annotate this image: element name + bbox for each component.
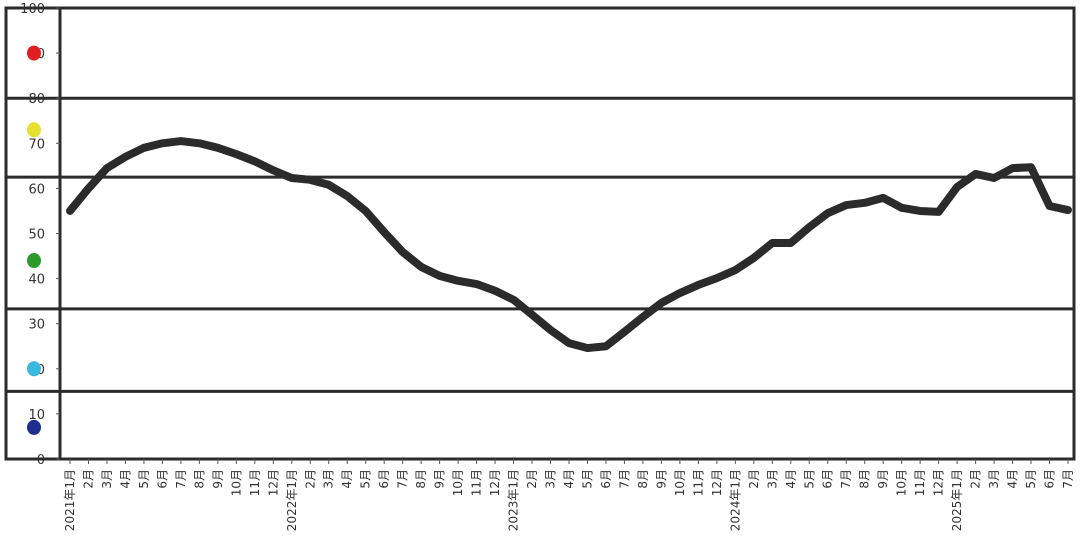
x-tick-label: 11月 (913, 469, 927, 496)
y-tick-label: 30 (28, 318, 45, 333)
x-tick-label: 5月 (137, 469, 151, 489)
x-tick-label: 3月 (765, 469, 779, 489)
x-tick-label: 12月 (710, 469, 724, 496)
y-tick-label: 40 (28, 273, 45, 288)
x-tick-label: 12月 (932, 469, 946, 496)
x-tick-label: 7月 (174, 469, 188, 489)
y-tick-label: 80 (28, 92, 45, 107)
x-tick-label: 9月 (876, 469, 890, 489)
x-tick-label: 2月 (81, 469, 95, 489)
x-tick-label: 2月 (303, 469, 317, 489)
signal-light-icon (27, 253, 41, 268)
x-tick-label: 8月 (636, 469, 650, 489)
x-tick-label: 7月 (839, 469, 853, 489)
signal-light-icon (27, 420, 41, 435)
x-tick-label: 5月 (802, 469, 816, 489)
y-axis-ticks: 0102030405060708090100 (20, 2, 60, 468)
x-tick-label: 12月 (488, 469, 502, 496)
x-tick-label: 6月 (821, 469, 835, 489)
x-tick-label: 7月 (617, 469, 631, 489)
x-tick-label: 6月 (155, 469, 169, 489)
x-tick-label: 2021年1月 (63, 469, 77, 531)
x-tick-label: 10月 (673, 469, 687, 496)
series-line (70, 141, 1068, 348)
x-tick-label: 9月 (211, 469, 225, 489)
x-tick-label: 4月 (1006, 469, 1020, 489)
x-tick-label: 8月 (414, 469, 428, 489)
x-tick-label: 7月 (1061, 469, 1075, 489)
x-tick-label: 5月 (580, 469, 594, 489)
x-tick-label: 10月 (229, 469, 243, 496)
y-tick-label: 70 (28, 137, 45, 152)
x-tick-label: 2月 (525, 469, 539, 489)
x-tick-label: 9月 (654, 469, 668, 489)
x-tick-label: 2月 (747, 469, 761, 489)
signal-light-icon (27, 122, 41, 137)
x-tick-label: 4月 (118, 469, 132, 489)
y-tick-label: 0 (37, 453, 45, 468)
y-tick-label: 100 (20, 2, 45, 17)
x-tick-label: 2月 (969, 469, 983, 489)
x-tick-label: 10月 (451, 469, 465, 496)
x-tick-label: 6月 (1043, 469, 1057, 489)
x-tick-label: 3月 (100, 469, 114, 489)
x-tick-label: 8月 (192, 469, 206, 489)
x-tick-label: 3月 (987, 469, 1001, 489)
x-tick-label: 8月 (858, 469, 872, 489)
index-line (70, 141, 1068, 348)
x-tick-label: 11月 (470, 469, 484, 496)
signal-light-icon (27, 46, 41, 61)
x-tick-label: 6月 (377, 469, 391, 489)
x-tick-label: 6月 (599, 469, 613, 489)
x-tick-label: 2023年1月 (507, 469, 521, 531)
x-tick-label: 7月 (396, 469, 410, 489)
x-tick-label: 3月 (544, 469, 558, 489)
x-tick-label: 11月 (248, 469, 262, 496)
x-tick-label: 2025年1月 (950, 469, 964, 531)
x-tick-label: 5月 (359, 469, 373, 489)
x-tick-label: 3月 (322, 469, 336, 489)
y-tick-label: 50 (28, 228, 45, 243)
x-tick-label: 5月 (1024, 469, 1038, 489)
x-tick-label: 4月 (562, 469, 576, 489)
x-tick-label: 2024年1月 (728, 469, 742, 531)
x-tick-label: 4月 (784, 469, 798, 489)
y-tick-label: 60 (28, 182, 45, 197)
x-tick-label: 9月 (433, 469, 447, 489)
signal-light-icon (27, 361, 41, 376)
x-tick-label: 10月 (895, 469, 909, 496)
x-tick-label: 4月 (340, 469, 354, 489)
x-tick-label: 12月 (266, 469, 280, 496)
x-tick-label: 2022年1月 (285, 469, 299, 531)
x-tick-label: 11月 (691, 469, 705, 496)
